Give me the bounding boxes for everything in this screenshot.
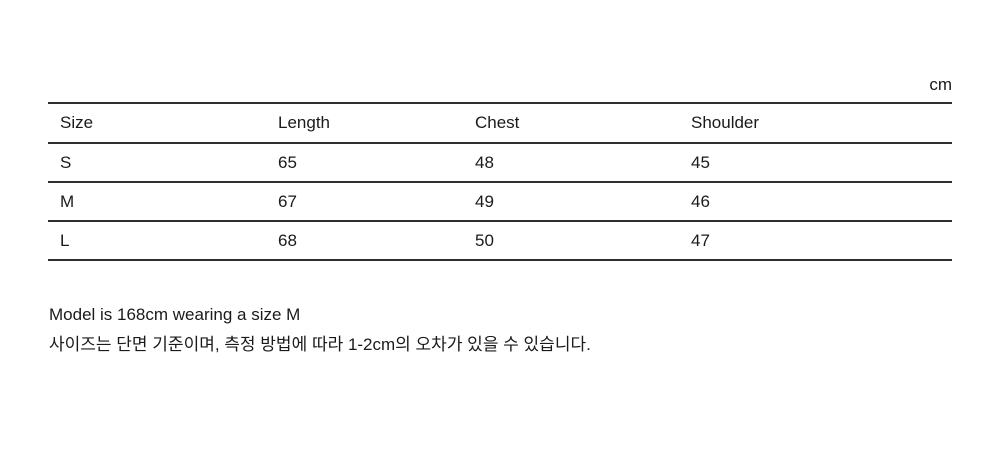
unit-label: cm — [929, 75, 952, 94]
header-chest: Chest — [463, 103, 679, 144]
note-model-info: Model is 168cm wearing a size M — [49, 305, 301, 324]
cell-chest: 49 — [463, 182, 679, 222]
note-measurement-tolerance: 사이즈는 단면 기준이며, 측정 방법에 따라 1-2cm의 오차가 있을 수 … — [49, 335, 591, 354]
cell-size: S — [48, 143, 266, 183]
notes: Model is 168cm wearing a size M 사이즈는 단면 … — [49, 300, 591, 360]
cell-shoulder: 45 — [679, 143, 952, 183]
cell-shoulder: 46 — [679, 182, 952, 222]
cell-length: 65 — [266, 143, 463, 183]
cell-size: M — [48, 182, 266, 222]
header-length: Length — [266, 103, 463, 144]
size-table: Size Length Chest Shoulder S 65 48 45 M … — [48, 102, 952, 261]
table-row-m: M 67 49 46 — [48, 182, 952, 222]
cell-chest: 50 — [463, 221, 679, 261]
table-row-s: S 65 48 45 — [48, 143, 952, 183]
header-shoulder: Shoulder — [679, 103, 952, 144]
cell-chest: 48 — [463, 143, 679, 183]
cell-size: L — [48, 221, 266, 261]
cell-length: 67 — [266, 182, 463, 222]
header-size: Size — [48, 103, 266, 144]
cell-length: 68 — [266, 221, 463, 261]
cell-shoulder: 47 — [679, 221, 952, 261]
table-header-row: Size Length Chest Shoulder — [48, 103, 952, 144]
table-row-l: L 68 50 47 — [48, 221, 952, 261]
